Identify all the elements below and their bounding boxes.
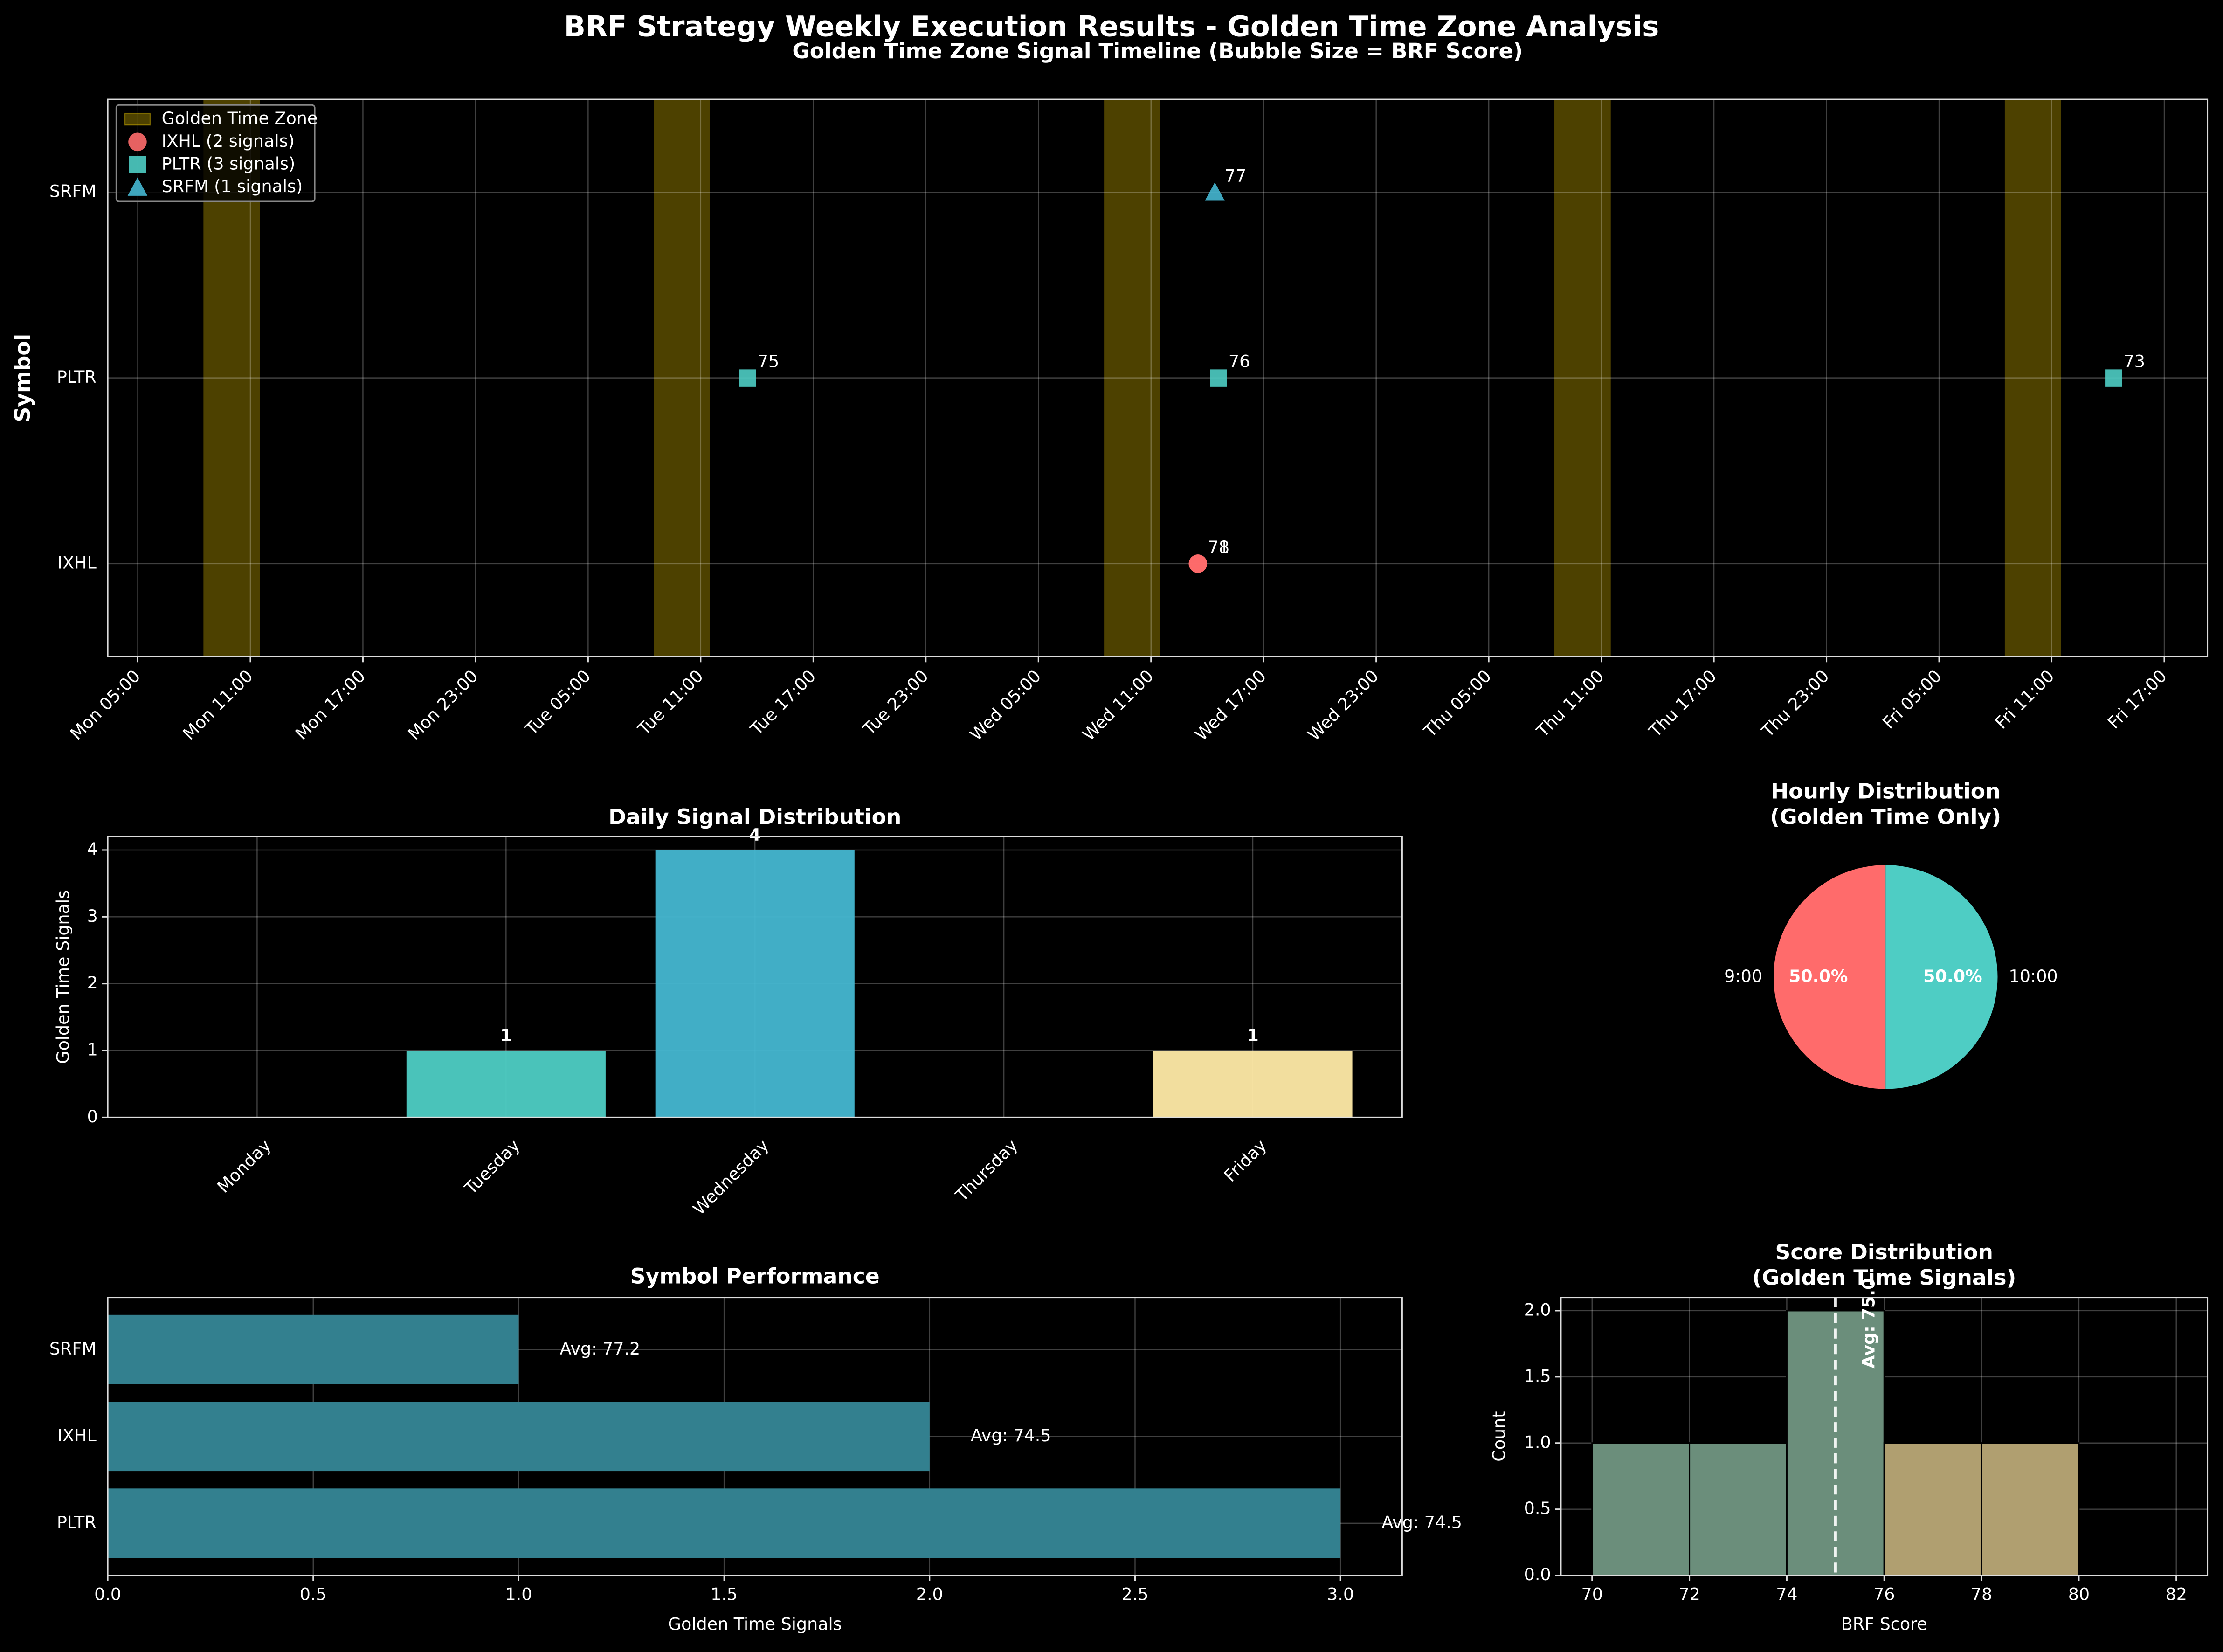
marker [128, 132, 147, 152]
x-tick-label: 76 [1873, 1584, 1895, 1604]
y-tick-label: PLTR [57, 1512, 97, 1532]
value-label: 4 [749, 825, 761, 845]
x-tick-label: 0.5 [300, 1584, 327, 1604]
chart-title: (Golden Time Only) [1770, 804, 2001, 829]
legend-swatch [124, 112, 151, 126]
x-axis-label: BRF Score [1841, 1614, 1927, 1634]
marker [127, 177, 148, 196]
chart-title: (Golden Time Signals) [1752, 1265, 2016, 1290]
legend-box [115, 104, 316, 202]
pie-slice [1774, 865, 1886, 1089]
marker [2105, 369, 2122, 387]
bar-annotation: Avg: 74.5 [971, 1425, 1051, 1445]
x-tick-label: 1.0 [505, 1584, 532, 1604]
y-tick-label: 0.0 [1524, 1564, 1551, 1584]
point-label: 76 [1229, 352, 1250, 372]
average-label: Avg: 75.0 [1858, 1278, 1878, 1369]
golden-band [1104, 99, 1160, 657]
point-label: 71 [1208, 537, 1229, 557]
axes-frame [107, 836, 1403, 1118]
golden-band [654, 99, 710, 657]
y-tick-label: SRFM [49, 1339, 97, 1359]
histogram-bar [1981, 1442, 2080, 1576]
chart-title: Golden Time Zone Signal Timeline (Bubble… [792, 39, 1523, 63]
y-tick-label: 0 [87, 1106, 98, 1127]
axes-frame [107, 98, 2209, 657]
pie-label: 10:00 [2009, 966, 2058, 986]
bar-annotation: Avg: 77.2 [560, 1339, 641, 1359]
value-label: 1 [500, 1025, 512, 1045]
figure-title: BRF Strategy Weekly Execution Results - … [564, 11, 1659, 43]
x-tick-label: 1.5 [711, 1584, 738, 1604]
marker [1205, 182, 1225, 201]
y-tick-label: 2.0 [1524, 1299, 1551, 1320]
y-tick-label: 1.5 [1524, 1366, 1551, 1386]
bar [1153, 1051, 1353, 1118]
legend-label: SRFM (1 signals) [162, 176, 303, 196]
point-label: 77 [1225, 166, 1246, 186]
legend-label: IXHL (2 signals) [162, 131, 295, 151]
chart-title: Hourly Distribution [1771, 779, 2001, 804]
x-tick-label: 3.0 [1327, 1584, 1354, 1604]
histogram-bar [1591, 1442, 1691, 1576]
pie-value-label: 50.0% [1789, 966, 1848, 986]
y-tick-label: SRFM [49, 181, 97, 201]
pie-label: 9:00 [1724, 966, 1762, 986]
legend-label: Golden Time Zone [162, 108, 318, 128]
chart-title: Score Distribution [1775, 1240, 1993, 1265]
bar [108, 1488, 1341, 1558]
point-label: 73 [2124, 352, 2145, 372]
y-tick-label: 0.5 [1524, 1498, 1551, 1518]
y-tick-label: 3 [87, 906, 98, 926]
y-axis-label: Golden Time Signals [53, 890, 73, 1064]
y-tick-label: 1.0 [1524, 1432, 1551, 1452]
y-tick-label: 4 [87, 839, 98, 859]
y-axis-label: Symbol [10, 334, 35, 422]
marker [1188, 554, 1208, 573]
point-label: 75 [758, 352, 779, 372]
histogram-bar [1883, 1442, 1982, 1576]
y-tick-label: 2 [87, 973, 98, 993]
x-tick-label: 80 [2068, 1584, 2090, 1604]
golden-band [2004, 99, 2061, 657]
marker [739, 369, 756, 387]
y-axis-label: Count [1489, 1411, 1509, 1461]
pie-value-label: 50.0% [1923, 966, 1982, 986]
x-tick-label: 2.0 [916, 1584, 943, 1604]
pie-slice [1885, 865, 1998, 1089]
bar [108, 1402, 930, 1472]
x-tick-label: 74 [1776, 1584, 1797, 1604]
golden-band [1554, 99, 1611, 657]
y-tick-label: IXHL [57, 553, 97, 573]
chart-title: Daily Signal Distribution [608, 804, 901, 829]
value-label: 1 [1247, 1025, 1258, 1045]
x-tick-label: 72 [1678, 1584, 1700, 1604]
axes-frame [107, 1297, 1403, 1576]
y-tick-label: IXHL [57, 1425, 97, 1445]
x-axis-label: Golden Time Signals [668, 1614, 842, 1634]
legend-label: PLTR (3 signals) [162, 153, 296, 173]
x-tick-label: 82 [2166, 1584, 2187, 1604]
bar [108, 1314, 519, 1384]
point-label: 78 [1208, 537, 1229, 557]
y-tick-label: PLTR [57, 367, 97, 387]
bar [406, 1051, 606, 1118]
marker [1210, 369, 1227, 387]
chart-title: Symbol Performance [630, 1264, 880, 1289]
y-tick-label: 1 [87, 1040, 98, 1060]
histogram-bar [1689, 1442, 1788, 1576]
axes-frame [1560, 1297, 2209, 1576]
marker [129, 156, 146, 173]
bar [655, 850, 855, 1118]
bar-annotation: Avg: 74.5 [1381, 1512, 1462, 1532]
x-tick-label: 0.0 [94, 1584, 121, 1604]
x-tick-label: 2.5 [1121, 1584, 1148, 1604]
x-tick-label: 78 [1971, 1584, 1992, 1604]
x-tick-label: 70 [1581, 1584, 1603, 1604]
